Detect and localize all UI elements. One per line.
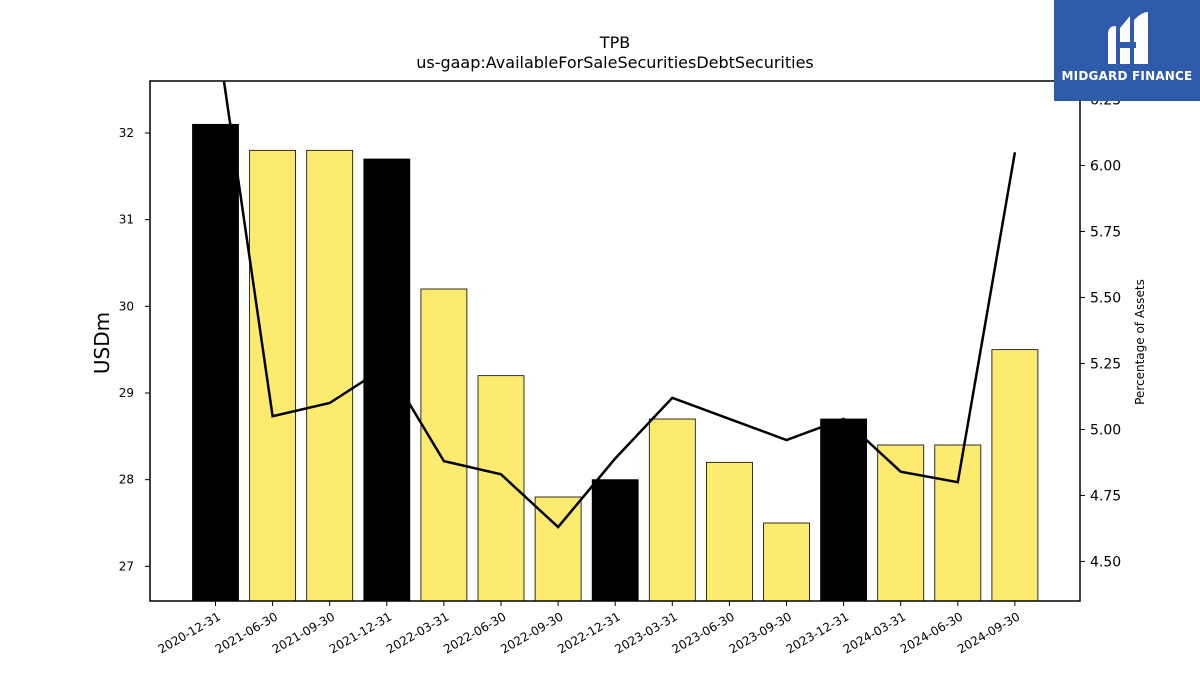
- bar-2024-09-30: [991, 349, 1039, 602]
- left-tick-label: 31: [119, 213, 134, 227]
- bar-2021-06-30: [249, 149, 297, 602]
- x-tick-label: 2022-03-31: [384, 609, 451, 656]
- right-tick-label: 6.00: [1090, 158, 1121, 174]
- bar-2022-12-31: [591, 479, 639, 602]
- x-tick-label: 2022-06-30: [441, 609, 508, 656]
- x-tick-label: 2023-12-31: [784, 609, 851, 656]
- bar-2021-12-31: [363, 158, 411, 602]
- bar-2024-06-30: [934, 444, 982, 602]
- bar-2021-09-30: [306, 149, 354, 602]
- bar-2022-03-31: [420, 288, 468, 602]
- chart-subtitle: us-gaap:AvailableForSaleSecuritiesDebtSe…: [416, 53, 814, 72]
- x-axis: 2020-12-312021-06-302021-09-302021-12-31…: [156, 601, 1022, 656]
- right-tick-label: 5.75: [1090, 224, 1121, 240]
- bar-2023-12-31: [820, 418, 867, 602]
- x-tick-label: 2021-12-31: [327, 609, 394, 656]
- left-tick-label: 32: [119, 126, 134, 140]
- x-tick-label: 2024-03-31: [841, 609, 908, 656]
- left-tick-label: 29: [119, 386, 134, 400]
- x-tick-label: 2024-09-30: [955, 609, 1022, 656]
- x-tick-label: 2021-09-30: [270, 609, 337, 656]
- bar-2020-12-31: [192, 123, 239, 602]
- x-tick-label: 2020-12-31: [156, 609, 223, 656]
- x-tick-label: 2023-03-31: [612, 609, 679, 656]
- chart-title: TPB: [599, 33, 630, 52]
- left-axis: 27 28 29 30 31 32: [119, 126, 150, 573]
- x-tick-label: 2022-09-30: [498, 609, 565, 656]
- line-layer: [222, 81, 1017, 529]
- x-tick-label: 2023-09-30: [727, 609, 794, 656]
- logo-text: MIDGARD FINANCE: [1061, 69, 1193, 83]
- series-line-percentage: [222, 81, 1017, 529]
- right-tick-label: 4.50: [1090, 554, 1121, 570]
- bars-layer: [192, 123, 1039, 602]
- right-tick-label: 5.25: [1090, 356, 1121, 372]
- bar-2023-09-30: [763, 522, 810, 602]
- right-tick-label: 5.00: [1090, 422, 1121, 438]
- bar-2024-03-31: [877, 444, 925, 602]
- left-tick-label: 27: [119, 559, 134, 573]
- x-tick-label: 2021-06-30: [213, 609, 280, 656]
- left-tick-label: 30: [119, 299, 134, 313]
- brand-logo: MIDGARD FINANCE: [1054, 0, 1200, 101]
- y-axis-label: USDm: [90, 312, 114, 374]
- y-axis-right-label: Percentage of Assets: [1133, 279, 1147, 405]
- bar-2023-03-31: [648, 418, 696, 602]
- left-tick-label: 28: [119, 473, 134, 487]
- x-tick-label: 2024-06-30: [898, 609, 965, 656]
- right-axis: 4.504.755.005.255.505.756.006.25: [1080, 92, 1121, 570]
- x-tick-label: 2022-12-31: [555, 609, 622, 656]
- bar-2023-06-30: [706, 461, 753, 602]
- x-tick-label: 2023-06-30: [669, 609, 736, 656]
- right-tick-label: 5.50: [1090, 290, 1121, 306]
- logo-mark-icon: [1108, 12, 1148, 64]
- right-tick-label: 4.75: [1090, 488, 1121, 504]
